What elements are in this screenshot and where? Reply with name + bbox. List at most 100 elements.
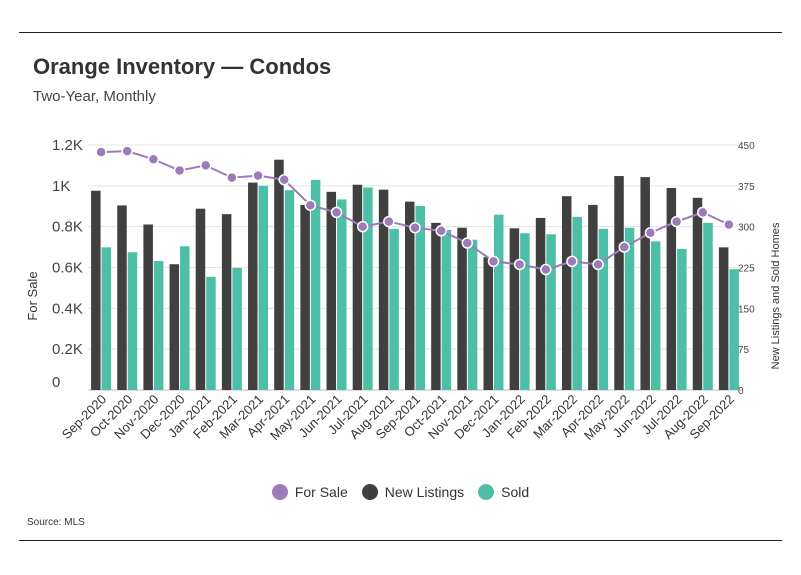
point-for-sale bbox=[409, 221, 421, 234]
point-for-sale bbox=[95, 146, 107, 158]
bar-sold bbox=[572, 216, 582, 390]
bar-new-listings bbox=[431, 222, 441, 390]
line-for-sale bbox=[101, 150, 730, 271]
bar-new-listings bbox=[640, 177, 650, 390]
bar-sold bbox=[624, 227, 635, 390]
chart-subtitle: Two-Year, Monthly bbox=[33, 88, 156, 105]
point-for-sale bbox=[644, 227, 657, 239]
bar-new-listings bbox=[91, 190, 101, 390]
point-for-sale bbox=[618, 241, 631, 253]
bar-new-listings bbox=[143, 224, 153, 390]
point-for-sale bbox=[252, 169, 264, 182]
bar-sold bbox=[206, 276, 216, 390]
bar-sold bbox=[284, 190, 295, 390]
bar-sold bbox=[598, 228, 609, 390]
bar-new-listings bbox=[300, 204, 310, 390]
bar-new-listings bbox=[692, 197, 703, 390]
y-left-tick-label: 1.2K bbox=[52, 137, 83, 154]
point-for-sale bbox=[330, 206, 343, 219]
bar-new-listings bbox=[326, 191, 337, 390]
chart-title: Orange Inventory — Condos bbox=[33, 54, 332, 79]
bar-new-listings bbox=[248, 182, 258, 390]
bar-sold bbox=[415, 205, 425, 390]
point-for-sale bbox=[383, 215, 395, 228]
bar-new-listings bbox=[666, 188, 677, 390]
bar-sold bbox=[389, 228, 399, 390]
legend-item-for-sale[interactable]: For Sale bbox=[271, 484, 348, 500]
bar-new-listings bbox=[718, 247, 729, 390]
bar-sold bbox=[546, 234, 556, 390]
bottom-rule bbox=[19, 540, 782, 541]
point-for-sale bbox=[121, 145, 133, 157]
y-right-tick-label: 225 bbox=[738, 264, 755, 275]
y-left-tick-label: 0.8K bbox=[52, 219, 83, 236]
point-for-sale bbox=[487, 255, 500, 268]
y-left-tick-label: 0.2K bbox=[52, 341, 83, 358]
bar-sold bbox=[337, 199, 347, 390]
y-left-tick-label: 0.6K bbox=[52, 260, 83, 277]
bar-new-listings bbox=[352, 184, 363, 390]
bar-new-listings bbox=[169, 264, 180, 390]
point-for-sale bbox=[697, 206, 709, 219]
bar-sold bbox=[232, 268, 242, 390]
legend-swatch-sold bbox=[478, 484, 495, 500]
point-for-sale bbox=[513, 258, 526, 271]
y-right-tick-label: 450 bbox=[738, 141, 755, 152]
bar-sold bbox=[101, 247, 112, 390]
bar-sold bbox=[520, 233, 530, 390]
source-note: Source: MLS bbox=[27, 517, 85, 528]
bar-new-listings bbox=[378, 189, 389, 390]
bar-new-listings bbox=[405, 201, 415, 390]
y-right-tick-label: 150 bbox=[738, 304, 755, 315]
bar-new-listings bbox=[483, 257, 493, 390]
bar-new-listings bbox=[117, 205, 127, 390]
bar-new-listings bbox=[614, 176, 624, 390]
legend-label-new-listings: New Listings bbox=[384, 484, 465, 500]
bar-new-listings bbox=[561, 196, 572, 390]
bar-sold bbox=[127, 252, 138, 390]
bar-sold bbox=[441, 229, 452, 390]
y-left-axis-title: For Sale bbox=[25, 271, 40, 320]
bar-sold bbox=[363, 187, 373, 390]
legend-item-sold[interactable]: Sold bbox=[478, 484, 529, 500]
legend-label-for-sale: For Sale bbox=[294, 484, 348, 500]
point-for-sale bbox=[592, 258, 604, 271]
bar-sold bbox=[153, 260, 164, 390]
point-for-sale bbox=[173, 164, 186, 177]
bar-sold bbox=[180, 246, 190, 390]
point-for-sale bbox=[304, 199, 317, 211]
point-for-sale bbox=[199, 159, 212, 172]
point-for-sale bbox=[723, 218, 735, 231]
y-left-tick-label: 1K bbox=[52, 178, 70, 195]
bar-sold bbox=[677, 248, 687, 390]
point-for-sale bbox=[226, 171, 238, 184]
y-right-tick-label: 300 bbox=[738, 223, 755, 234]
legend-swatch-new-listings bbox=[361, 484, 378, 500]
bar-sold bbox=[729, 269, 739, 390]
point-for-sale bbox=[278, 173, 290, 186]
bar-new-listings bbox=[195, 208, 206, 390]
bar-new-listings bbox=[457, 227, 467, 390]
point-for-sale bbox=[435, 225, 447, 237]
point-for-sale bbox=[566, 255, 578, 268]
bar-sold bbox=[703, 222, 713, 390]
y-right-axis-title: New Listings and Sold Homes bbox=[770, 222, 782, 369]
legend-swatch-for-sale bbox=[271, 484, 288, 500]
bar-sold bbox=[258, 185, 269, 390]
bar-new-listings bbox=[221, 214, 232, 390]
point-for-sale bbox=[670, 215, 683, 228]
top-rule bbox=[19, 32, 782, 33]
point-for-sale bbox=[356, 220, 369, 233]
y-right-tick-label: 75 bbox=[738, 345, 750, 356]
point-for-sale bbox=[461, 237, 474, 249]
y-right-tick-label: 375 bbox=[738, 182, 755, 193]
bar-sold bbox=[467, 239, 478, 390]
bar-sold bbox=[493, 214, 504, 390]
y-left-tick-label: 0 bbox=[52, 374, 60, 391]
bar-new-listings bbox=[535, 217, 546, 390]
bar-sold bbox=[310, 179, 321, 390]
bar-sold bbox=[650, 241, 661, 390]
legend-item-new-listings[interactable]: New Listings bbox=[361, 484, 465, 500]
bar-new-listings bbox=[509, 228, 520, 390]
